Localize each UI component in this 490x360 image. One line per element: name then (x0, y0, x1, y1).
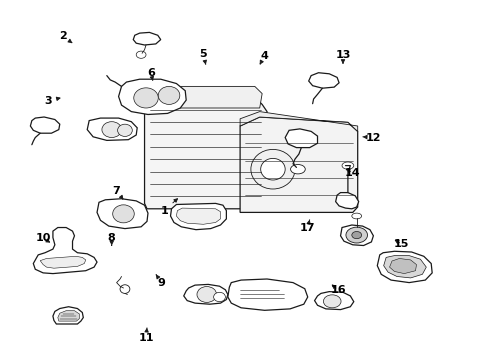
Polygon shape (30, 117, 60, 133)
Ellipse shape (342, 162, 354, 169)
Polygon shape (97, 199, 148, 229)
Text: 8: 8 (108, 233, 116, 246)
Ellipse shape (134, 88, 158, 108)
Polygon shape (285, 129, 318, 148)
Text: 2: 2 (59, 31, 72, 43)
Ellipse shape (136, 51, 146, 58)
Ellipse shape (214, 292, 225, 302)
Polygon shape (40, 256, 86, 268)
Text: 15: 15 (394, 239, 410, 249)
Ellipse shape (118, 124, 132, 136)
Polygon shape (309, 73, 339, 88)
Text: 17: 17 (300, 220, 316, 233)
Ellipse shape (197, 287, 217, 302)
Polygon shape (119, 79, 186, 114)
Polygon shape (240, 112, 358, 131)
Ellipse shape (352, 231, 362, 239)
Polygon shape (171, 203, 226, 230)
Text: 10: 10 (35, 233, 51, 243)
Text: 9: 9 (156, 275, 166, 288)
Text: 13: 13 (335, 50, 351, 63)
Polygon shape (53, 307, 83, 324)
Polygon shape (336, 193, 359, 209)
Ellipse shape (291, 165, 305, 174)
Ellipse shape (102, 122, 122, 138)
Polygon shape (377, 251, 432, 283)
Polygon shape (315, 292, 354, 310)
Text: 6: 6 (147, 68, 155, 81)
Polygon shape (33, 228, 97, 274)
Ellipse shape (261, 158, 285, 180)
Text: 3: 3 (44, 96, 60, 106)
Polygon shape (341, 225, 373, 246)
Polygon shape (87, 118, 137, 140)
Text: 16: 16 (330, 285, 346, 295)
Polygon shape (390, 258, 416, 274)
Polygon shape (145, 97, 267, 209)
Ellipse shape (323, 295, 341, 308)
Polygon shape (228, 279, 308, 310)
Text: 12: 12 (363, 132, 381, 143)
Polygon shape (384, 256, 426, 278)
Text: 11: 11 (138, 328, 154, 343)
Ellipse shape (113, 205, 134, 223)
Polygon shape (152, 86, 262, 108)
Ellipse shape (352, 213, 362, 219)
Text: 4: 4 (260, 51, 269, 64)
Ellipse shape (346, 227, 368, 243)
Polygon shape (58, 311, 79, 321)
Ellipse shape (120, 285, 130, 293)
Text: 5: 5 (199, 49, 207, 64)
Polygon shape (240, 117, 358, 212)
Polygon shape (133, 32, 161, 45)
Text: 1: 1 (160, 199, 177, 216)
Polygon shape (184, 284, 228, 304)
Text: 7: 7 (113, 186, 123, 199)
Ellipse shape (158, 86, 180, 104)
Ellipse shape (251, 149, 295, 189)
Text: 14: 14 (345, 168, 361, 178)
Polygon shape (176, 208, 220, 224)
